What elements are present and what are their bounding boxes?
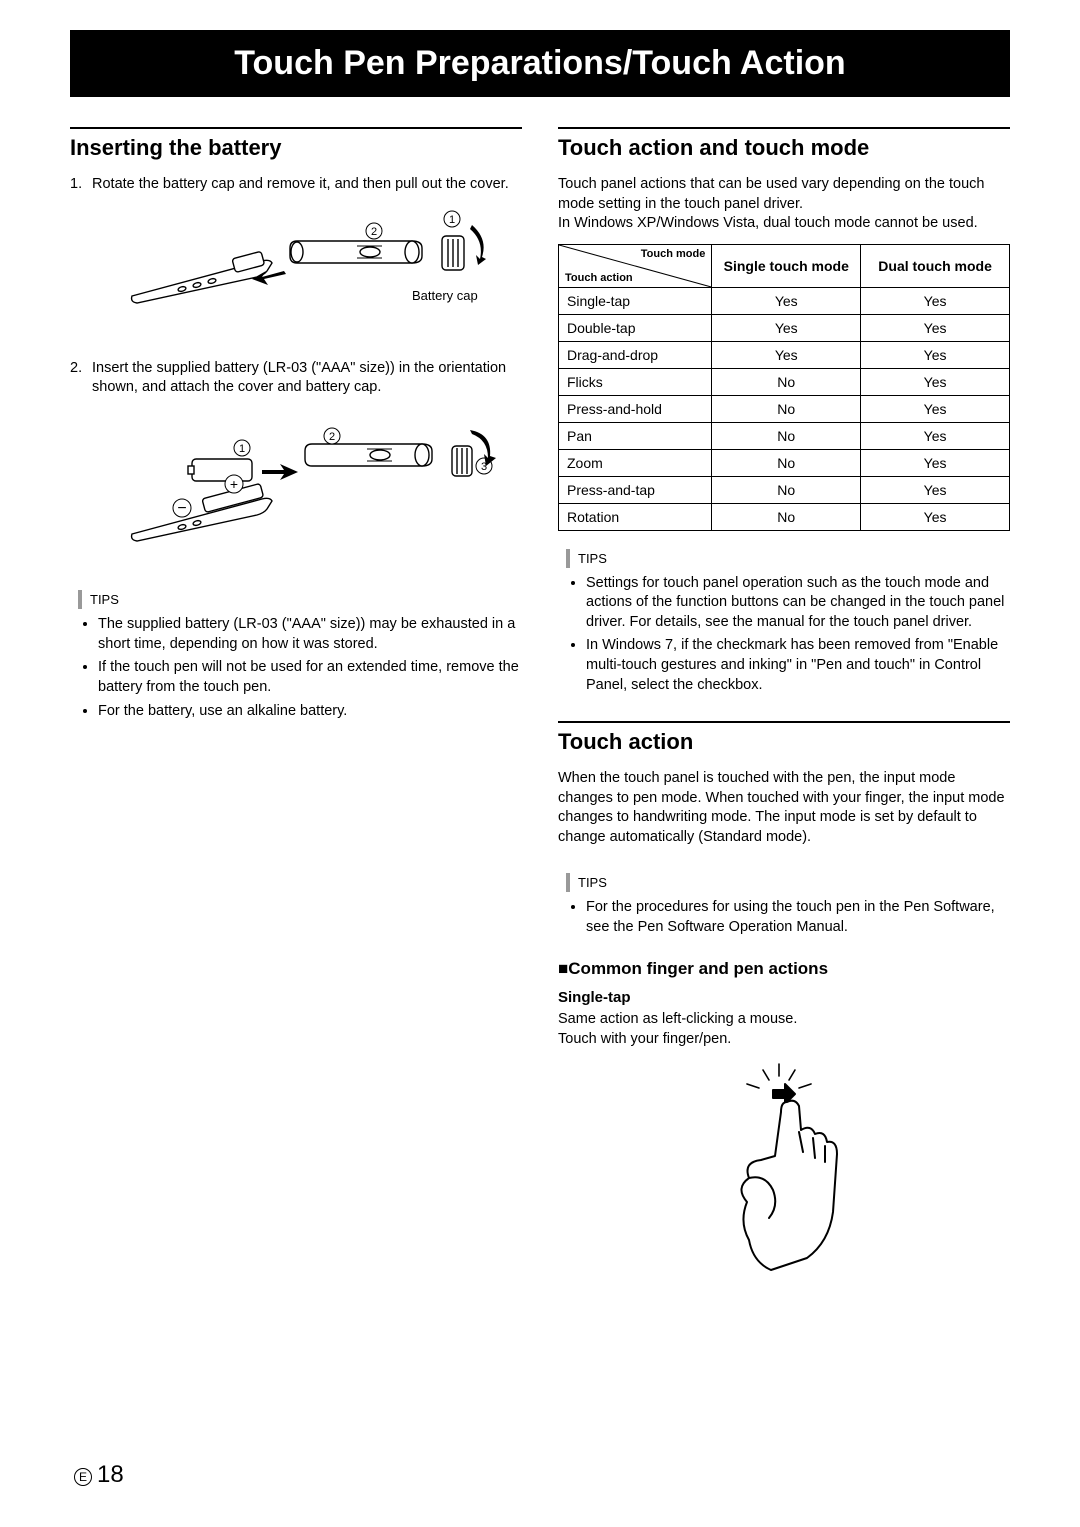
battery-tips: The supplied battery (LR-03 ("AAA" size)… <box>70 615 522 721</box>
cell-single: No <box>712 503 861 530</box>
sub-common-text: Common finger and pen actions <box>568 959 828 978</box>
tip-item: Settings for touch panel operation such … <box>586 574 1010 633</box>
page-num: 18 <box>97 1461 124 1488</box>
battery-steps: Rotate the battery cap and remove it, an… <box>70 175 522 560</box>
svg-text:1: 1 <box>449 214 455 226</box>
tip-item: For the battery, use an alkaline battery… <box>98 702 522 722</box>
cell-dual: Yes <box>861 503 1010 530</box>
table-row: RotationNoYes <box>559 503 1010 530</box>
left-column: Inserting the battery Rotate the battery… <box>70 127 522 1277</box>
tips-label: TIPS <box>566 873 615 892</box>
diagram-insert-battery: 1 2 3 + − <box>112 404 522 561</box>
table-row: Drag-and-dropYesYes <box>559 341 1010 368</box>
cell-single: Yes <box>712 314 861 341</box>
table-row: Double-tapYesYes <box>559 314 1010 341</box>
table-row: Press-and-tapNoYes <box>559 476 1010 503</box>
battery-cap-caption: Battery cap <box>412 287 502 305</box>
diagram-single-tap-hand <box>558 1062 1010 1277</box>
cell-single: Yes <box>712 287 861 314</box>
tips-label: TIPS <box>78 590 127 609</box>
singletap-line1: Same action as left-clicking a mouse. <box>558 1011 797 1027</box>
square-bullet: ■ <box>558 959 568 978</box>
table-row: PanNoYes <box>559 422 1010 449</box>
heading-touch-mode: Touch action and touch mode <box>558 127 1010 161</box>
cell-single: No <box>712 476 861 503</box>
tip-item: The supplied battery (LR-03 ("AAA" size)… <box>98 615 522 654</box>
content-columns: Inserting the battery Rotate the battery… <box>70 127 1010 1277</box>
cell-action: Press-and-hold <box>559 395 712 422</box>
step2-text: Insert the supplied battery (LR-03 ("AAA… <box>92 360 506 396</box>
singletap-line2: Touch with your finger/pen. <box>558 1031 731 1047</box>
single-tap-desc: Same action as left-clicking a mouse. To… <box>558 1010 1010 1049</box>
page-number: E 18 <box>74 1461 124 1489</box>
table-diag-header: Touch mode Touch action <box>559 245 711 287</box>
mode-intro-2: In Windows XP/Windows Vista, dual touch … <box>558 215 978 231</box>
mode-intro-1: Touch panel actions that can be used var… <box>558 176 984 212</box>
cell-dual: Yes <box>861 395 1010 422</box>
cell-single: No <box>712 449 861 476</box>
tip-item: For the procedures for using the touch p… <box>586 898 1010 937</box>
heading-inserting-battery: Inserting the battery <box>70 127 522 161</box>
svg-text:1: 1 <box>239 443 245 455</box>
cell-action: Pan <box>559 422 712 449</box>
table-row: Single-tapYesYes <box>559 287 1010 314</box>
mode-intro: Touch panel actions that can be used var… <box>558 175 1010 234</box>
svg-text:−: − <box>177 500 186 517</box>
chapter-title: Touch Pen Preparations/Touch Action <box>70 30 1010 97</box>
subheading-common-actions: ■Common finger and pen actions <box>558 959 1010 979</box>
right-column: Touch action and touch mode Touch panel … <box>558 127 1010 1277</box>
diagram-remove-cap: 1 2 Battery cap <box>112 201 522 345</box>
cell-single: No <box>712 395 861 422</box>
action-tips: For the procedures for using the touch p… <box>558 898 1010 937</box>
cell-dual: Yes <box>861 368 1010 395</box>
tips-label: TIPS <box>566 549 615 568</box>
tip-item: In Windows 7, if the checkmark has been … <box>586 636 1010 695</box>
battery-step-2: Insert the supplied battery (LR-03 ("AAA… <box>70 359 522 561</box>
th-dual: Dual touch mode <box>878 258 992 274</box>
cell-dual: Yes <box>861 287 1010 314</box>
svg-text:2: 2 <box>371 226 377 238</box>
page-prefix: E <box>74 1468 92 1486</box>
cell-single: No <box>712 368 861 395</box>
cell-action: Press-and-tap <box>559 476 712 503</box>
cell-dual: Yes <box>861 422 1010 449</box>
heading-touch-action: Touch action <box>558 721 1010 755</box>
step1-text: Rotate the battery cap and remove it, an… <box>92 176 509 192</box>
cell-action: Double-tap <box>559 314 712 341</box>
cell-dual: Yes <box>861 341 1010 368</box>
action-single-tap-title: Single-tap <box>558 989 1010 1006</box>
table-row: Press-and-holdNoYes <box>559 395 1010 422</box>
cell-single: Yes <box>712 341 861 368</box>
cell-action: Zoom <box>559 449 712 476</box>
th-touch-mode: Touch mode <box>641 248 706 260</box>
cell-dual: Yes <box>861 449 1010 476</box>
cell-dual: Yes <box>861 476 1010 503</box>
touch-mode-table: Touch mode Touch action Single touch mod… <box>558 244 1010 531</box>
th-touch-action: Touch action <box>565 272 633 284</box>
table-row: ZoomNoYes <box>559 449 1010 476</box>
battery-step-1: Rotate the battery cap and remove it, an… <box>70 175 522 345</box>
cell-action: Flicks <box>559 368 712 395</box>
cell-action: Drag-and-drop <box>559 341 712 368</box>
mode-tips: Settings for touch panel operation such … <box>558 574 1010 695</box>
table-row: FlicksNoYes <box>559 368 1010 395</box>
touch-action-intro: When the touch panel is touched with the… <box>558 769 1010 847</box>
cell-dual: Yes <box>861 314 1010 341</box>
cell-action: Single-tap <box>559 287 712 314</box>
th-single: Single touch mode <box>724 258 849 274</box>
cell-action: Rotation <box>559 503 712 530</box>
svg-text:+: + <box>230 476 238 492</box>
tip-item: If the touch pen will not be used for an… <box>98 658 522 697</box>
cell-single: No <box>712 422 861 449</box>
svg-text:2: 2 <box>329 431 335 443</box>
